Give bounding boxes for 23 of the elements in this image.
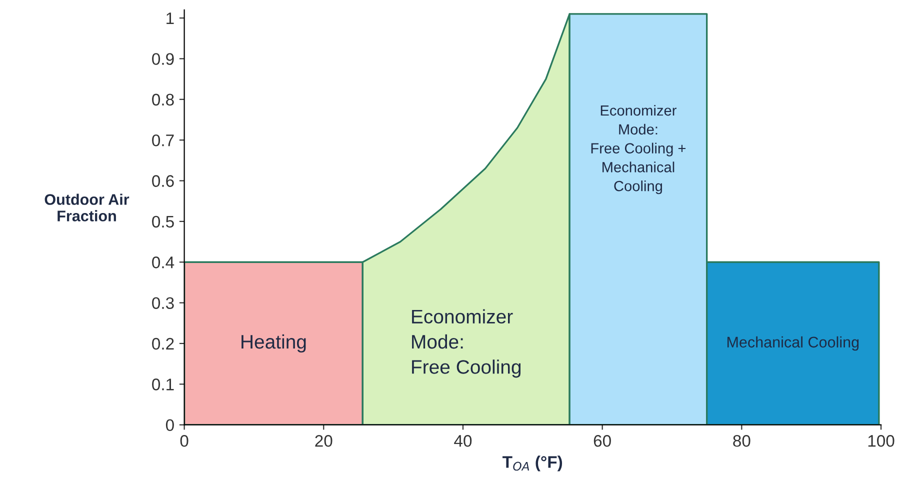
x-tick-label: 80 <box>733 435 750 447</box>
y-tick-label: 1 <box>166 12 174 24</box>
x-tick-label: 40 <box>454 435 472 447</box>
x-tick-label: 0 <box>180 435 188 447</box>
y-tick-label: 0.6 <box>152 175 174 187</box>
x-tick-label: 20 <box>315 435 332 447</box>
y-axis-title: Outdoor Air Fraction <box>44 194 130 222</box>
series-label: Heating <box>242 334 306 353</box>
series-label: Economizer Mode: Free Cooling + Mechanical Cooling <box>591 104 686 194</box>
y-tick-label: 0.5 <box>152 216 174 228</box>
x-tick-label: 100 <box>868 435 894 447</box>
y-tick-label: 0.9 <box>152 53 174 65</box>
y-tick-label: 0 <box>166 419 174 432</box>
x-axis-title: T$_{OA}$ (°F) <box>502 456 562 472</box>
series-label: Economizer Mode: Free Cooling <box>412 309 521 378</box>
y-tick-label: 0.1 <box>152 378 174 390</box>
y-tick-label: 0.4 <box>152 256 174 268</box>
y-tick-label: 0.2 <box>152 338 174 350</box>
series-label: Mechanical Cooling <box>727 336 859 351</box>
y-tick-label: 0.3 <box>152 297 174 309</box>
x-tick-label: 60 <box>594 435 611 447</box>
y-tick-label: 0.7 <box>152 134 174 146</box>
y-tick-label: 0.8 <box>152 94 174 106</box>
